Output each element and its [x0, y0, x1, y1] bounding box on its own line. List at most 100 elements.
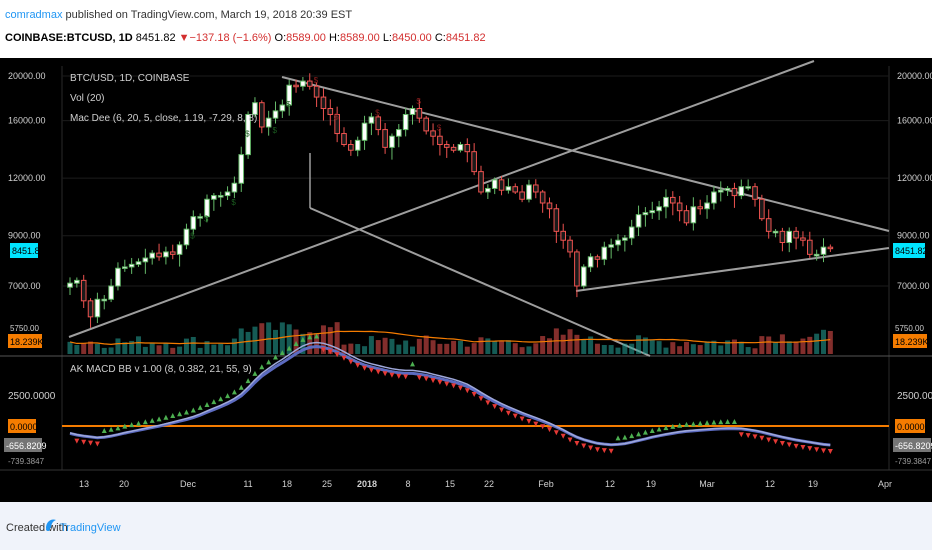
time-label: 19 — [808, 479, 818, 489]
volume-bar — [259, 323, 265, 354]
volume-bar — [547, 338, 552, 354]
candle-body — [567, 239, 573, 253]
macd-up-marker — [314, 333, 320, 339]
trend-lines — [68, 60, 890, 357]
volume-bar — [800, 338, 806, 354]
macd-down-marker — [779, 440, 785, 446]
volume-bar — [225, 345, 231, 354]
time-label: 13 — [79, 479, 89, 489]
macd-markers — [74, 333, 833, 455]
candle-body — [300, 80, 306, 87]
macd-down-marker — [451, 383, 457, 389]
macd-down-marker — [547, 427, 552, 433]
change-value: ▼−137.18 (−1.6%) — [178, 32, 272, 44]
time-label: 12 — [765, 479, 775, 489]
candle-body — [827, 246, 834, 250]
candle-body — [279, 104, 286, 112]
volume-bar — [670, 342, 676, 354]
svg-text:8451.82: 8451.82 — [12, 246, 45, 256]
candle-body — [382, 129, 388, 148]
macd-signal-line — [69, 344, 831, 447]
candle-body — [656, 206, 662, 212]
candle-body — [313, 85, 320, 98]
volume-bar — [218, 343, 224, 354]
candle-body — [409, 108, 416, 115]
footer-brand[interactable]: TradingView — [60, 522, 121, 534]
macd-up-marker — [231, 389, 237, 395]
candle-body — [443, 144, 450, 148]
time-label: 15 — [445, 479, 455, 489]
volume-bar — [615, 347, 621, 354]
volume-bar — [779, 334, 785, 354]
macd-up-marker — [690, 421, 696, 427]
candle-body — [491, 179, 498, 189]
volume-bar — [526, 346, 532, 354]
legend-vol: Vol (20) — [70, 93, 104, 104]
candle-body — [156, 252, 162, 258]
volume-bar — [492, 341, 498, 354]
volume-bar — [759, 336, 765, 354]
macd-down-marker — [526, 419, 532, 425]
volume-bar — [485, 338, 491, 354]
candle-body — [498, 179, 505, 191]
volume-bar — [594, 343, 600, 354]
candle-body — [341, 133, 347, 146]
volume-bar — [827, 330, 833, 354]
candle-body — [416, 108, 423, 119]
candle-body — [642, 212, 649, 216]
chart-svg[interactable]: $ $ $ $ $ $ $ $ $ $ $ BTC/USD, 1D, COINBASE Vol (2… — [0, 58, 932, 502]
open-label: O: — [274, 32, 287, 44]
time-label: 19 — [646, 479, 656, 489]
volume-bar — [752, 348, 758, 354]
candle-body — [142, 257, 149, 263]
trend-line-channel — [309, 207, 651, 357]
volume-bar — [608, 345, 614, 354]
macd-down-marker — [574, 440, 580, 446]
volume-bar — [279, 322, 285, 354]
volume-bar — [190, 336, 196, 354]
volume-bar — [81, 342, 87, 354]
volume-bar — [656, 341, 662, 354]
author-link[interactable]: comradmax — [5, 9, 63, 21]
candle-body — [217, 195, 224, 198]
volume-bar — [807, 336, 813, 354]
price-tick-right: 12000.00 — [897, 173, 932, 183]
time-label: 25 — [322, 479, 332, 489]
macd-up-marker — [629, 433, 635, 439]
candle-body — [731, 187, 738, 197]
high-value: 8589.00 — [339, 32, 380, 44]
vol-top-label-right: 5750.00 — [895, 324, 924, 333]
candle-body — [546, 202, 553, 210]
macd-down-marker — [334, 352, 340, 358]
time-label: 12 — [605, 479, 615, 489]
signal-sell-marker: $ — [375, 109, 380, 118]
volume-bar — [156, 345, 162, 354]
candle-body — [478, 171, 484, 193]
candle-body — [622, 237, 628, 241]
svg-text:0.0000: 0.0000 — [897, 422, 925, 432]
candle-body — [690, 206, 697, 224]
trend-line-resistance — [281, 76, 890, 232]
volume-bar — [94, 343, 100, 354]
macd-down-marker — [793, 443, 799, 449]
signal-sell-marker: $ — [437, 124, 442, 133]
macd-down-marker — [533, 421, 539, 427]
macd-down-marker — [341, 355, 347, 361]
candle-body — [628, 226, 635, 239]
volume-bar — [478, 337, 484, 354]
macd-up-marker — [218, 396, 224, 402]
signal-buy-marker: $ — [231, 198, 236, 207]
macd-up-marker — [293, 340, 299, 346]
low-value: 8450.00 — [392, 32, 432, 44]
footer-created-with: Created with — [6, 522, 68, 534]
macd-up-marker — [300, 336, 306, 342]
candle-body — [135, 261, 142, 265]
chart-area[interactable]: $ $ $ $ $ $ $ $ $ $ $ BTC/USD, 1D, COINBASE Vol (2… — [0, 58, 932, 502]
macd-down-marker — [464, 388, 470, 394]
candle-body — [553, 208, 560, 232]
candle-body — [464, 144, 471, 153]
candle-body — [368, 116, 375, 124]
close-value: 8451.82 — [445, 32, 486, 44]
volume-bar — [355, 344, 361, 354]
volume-bar — [410, 346, 415, 354]
